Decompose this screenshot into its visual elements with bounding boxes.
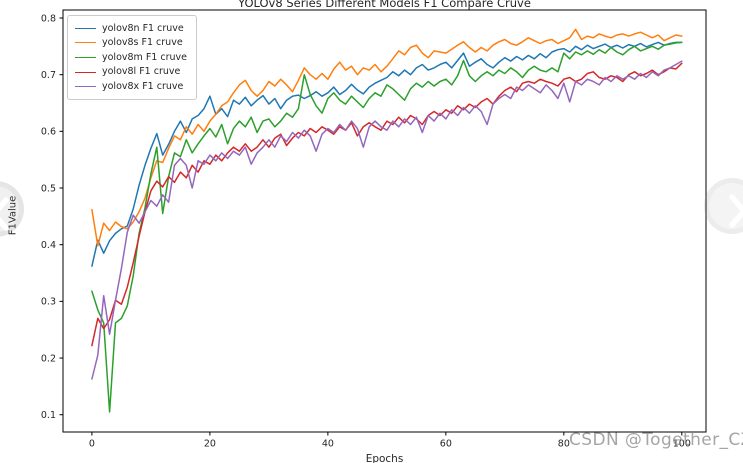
legend-item: yolov8s F1 cruve (75, 36, 187, 51)
y-tick-label: 0.2 (41, 353, 56, 364)
y-tick-label: 0.6 (41, 127, 56, 138)
y-tick-label: 0.1 (41, 410, 56, 421)
x-axis-label: Epochs (365, 453, 404, 463)
legend-item-label: yolov8m F1 cruve (102, 51, 187, 63)
x-tick-label: 20 (204, 439, 216, 450)
legend-item: yolov8l F1 cruve (75, 65, 187, 80)
legend-item-label: yolov8s F1 cruve (102, 37, 183, 49)
chart-title: YOLOv8 Series Different Models F1 Compar… (238, 0, 531, 10)
series-line-yolov8l (91, 62, 683, 347)
x-tick-label: 60 (440, 439, 452, 450)
legend-line-swatch (75, 56, 96, 58)
series-line-yolov8n (91, 41, 683, 267)
legend-item: yolov8n F1 cruve (75, 21, 187, 36)
y-tick-label: 0.7 (41, 70, 56, 81)
series-line-yolov8s (91, 28, 683, 247)
legend-item-label: yolov8x F1 cruve (102, 80, 184, 92)
y-tick-label: 0.4 (41, 240, 56, 251)
x-tick-label: 40 (322, 439, 334, 450)
y-tick-label: 0.3 (41, 297, 56, 308)
legend-item-label: yolov8n F1 cruve (102, 22, 184, 34)
x-tick-label: 100 (673, 439, 691, 450)
legend-item: yolov8m F1 cruve (75, 50, 187, 65)
plot-border (62, 9, 707, 433)
legend-item-label: yolov8l F1 cruve (102, 66, 181, 78)
y-tick-label: 0.8 (41, 13, 56, 24)
legend-line-swatch (75, 42, 96, 44)
x-tick-label: 80 (558, 439, 570, 450)
carousel-next-button[interactable] (704, 178, 743, 234)
legend-item: yolov8x F1 cruve (75, 79, 187, 94)
watermark: CSDN @Together_CZ (569, 430, 743, 450)
x-tick-label: 0 (89, 439, 95, 450)
series-line-yolov8x (91, 60, 683, 380)
y-tick-label: 0.5 (41, 183, 56, 194)
carousel-prev-button[interactable] (0, 181, 24, 237)
series-line-yolov8m (91, 41, 683, 413)
legend-line-swatch (75, 71, 96, 73)
chevron-left-icon (0, 197, 9, 231)
legend: yolov8n F1 cruve yolov8s F1 cruve yolov8… (67, 15, 197, 100)
legend-line-swatch (75, 27, 96, 29)
chevron-right-icon (729, 194, 743, 228)
legend-line-swatch (75, 86, 96, 88)
